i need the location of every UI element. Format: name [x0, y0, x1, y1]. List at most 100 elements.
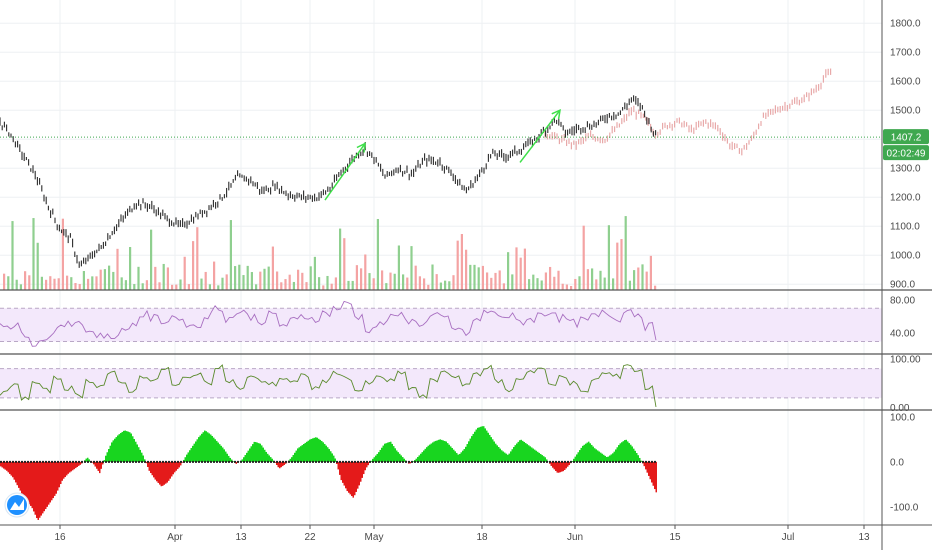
volume-bar [179, 279, 182, 290]
volume-bar [654, 285, 657, 290]
histogram-bar [259, 443, 261, 462]
volume-bar [389, 272, 392, 290]
histogram-bar [168, 461, 170, 481]
histogram-bar [294, 452, 296, 462]
histogram-bar [6, 461, 8, 471]
volume-bar [649, 255, 652, 290]
histogram-tick-label: 0.0 [890, 457, 904, 468]
volume-bar [217, 285, 220, 290]
volume-bar [246, 265, 249, 290]
histogram-bar [397, 452, 399, 462]
histogram-bar [306, 441, 308, 462]
histogram-bar [463, 449, 465, 462]
histogram-bar [628, 443, 630, 462]
time-tick-label: Jun [567, 532, 583, 543]
volume-bar [267, 266, 270, 290]
histogram-bar [117, 435, 119, 462]
histogram-bar [339, 461, 341, 475]
histogram-bar [139, 449, 141, 462]
histogram-bar [283, 461, 285, 465]
oscillator-tick-label: 100.00 [890, 354, 921, 365]
histogram-bar [36, 461, 38, 519]
histogram-bar [535, 450, 537, 462]
tradingview-logo-icon[interactable] [4, 492, 30, 518]
histogram-bar [208, 433, 210, 462]
histogram-bar [177, 461, 179, 470]
volume-bar [166, 267, 169, 290]
histogram-bar [64, 461, 66, 478]
histogram-bar [172, 461, 174, 475]
histogram-bar [340, 461, 342, 481]
histogram-bar [652, 461, 654, 486]
volume-bar [616, 242, 619, 290]
histogram-bar [343, 461, 345, 486]
histogram-bar [519, 440, 521, 462]
histogram-bar [310, 438, 312, 462]
volume-bar [28, 275, 31, 290]
time-tick-label: Apr [167, 532, 183, 543]
histogram-bar [448, 444, 450, 462]
histogram-bar [162, 461, 164, 486]
histogram-bar [133, 438, 135, 462]
histogram-bar [19, 461, 21, 491]
histogram-bar [606, 456, 608, 462]
histogram-bar [192, 445, 194, 462]
histogram-bar [292, 454, 294, 462]
histogram-bar [396, 450, 398, 462]
histogram-bar [603, 454, 605, 462]
histogram-bar [643, 461, 645, 467]
histogram-bar [496, 445, 498, 462]
histogram-bar [480, 426, 482, 462]
volume-bar [435, 274, 438, 290]
rsi-tick-label: 40.00 [890, 329, 915, 340]
volume-bar [225, 274, 228, 290]
histogram-bar [402, 457, 404, 462]
histogram-bar [291, 457, 293, 462]
volume-bar [570, 285, 573, 290]
volume-bar [645, 271, 648, 290]
histogram-bar [415, 458, 417, 462]
histogram-bar [426, 447, 428, 462]
histogram-bar [651, 461, 653, 483]
histogram-bar [342, 461, 344, 483]
volume-bar [7, 276, 10, 290]
price-tick-label: 1300.0 [890, 164, 921, 175]
histogram-bar [552, 461, 554, 468]
volume-bar [427, 284, 430, 290]
histogram-bar [73, 461, 75, 470]
histogram-bar [370, 460, 372, 462]
histogram-bar [456, 452, 458, 462]
histogram-bar [540, 453, 542, 462]
histogram-bar [72, 461, 74, 471]
histogram-bar [331, 453, 333, 462]
histogram-bar [592, 446, 594, 462]
histogram-bar [516, 443, 518, 462]
histogram-bar [577, 452, 579, 462]
histogram-bar [262, 447, 264, 462]
volume-bar [288, 274, 291, 290]
oscillator-panel [0, 364, 882, 407]
histogram-bar [507, 454, 509, 462]
histogram-bar [481, 426, 483, 462]
histogram-bar [268, 455, 270, 462]
histogram-bar [232, 461, 234, 462]
histogram-bar [115, 437, 117, 462]
volume-bar [322, 285, 325, 290]
histogram-bar [613, 451, 615, 462]
volume-bar [133, 284, 136, 290]
histogram-bar [468, 441, 470, 462]
histogram-bar [477, 427, 479, 462]
volume-bar [187, 284, 190, 290]
histogram-bar [130, 433, 132, 462]
histogram-bar [87, 457, 89, 462]
volume-bar [494, 272, 497, 290]
histogram-bar [295, 450, 297, 462]
volume-bar [313, 256, 316, 290]
volume-bar [183, 256, 186, 290]
histogram-bar [553, 461, 555, 470]
histogram-bar [645, 461, 647, 470]
histogram-bar [184, 457, 186, 462]
histogram-bar [391, 443, 393, 462]
volume-bar [171, 284, 174, 290]
histogram-bar [78, 461, 80, 466]
